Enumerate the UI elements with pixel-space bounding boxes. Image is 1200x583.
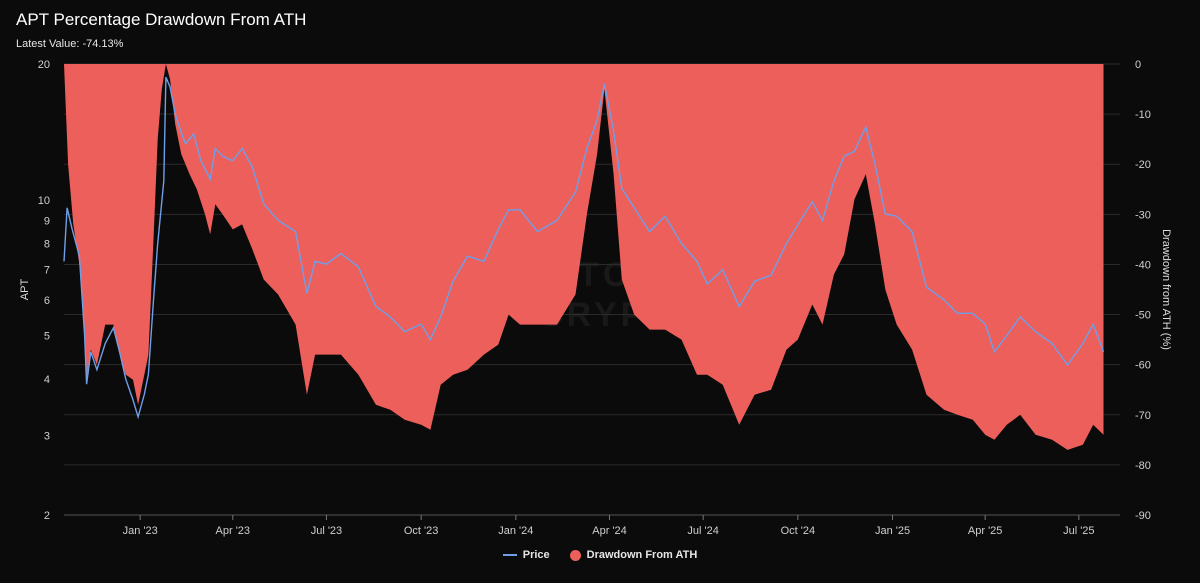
y2-tick-label: -70 (1135, 410, 1151, 422)
axes: Jan '23 Apr '23 Jul '23 Oct '23 Jan '24 Apr '… (19, 59, 1172, 537)
price-line (63, 76, 1105, 420)
y-tick-label: 10 (38, 195, 50, 207)
x-tick-label: Jul '23 (311, 525, 342, 537)
y2-tick-label: -80 (1135, 460, 1151, 472)
y2-tick-label: -10 (1135, 109, 1151, 121)
legend-label-drawdown: Drawdown From ATH (586, 549, 698, 561)
y-tick-label: 2 (44, 510, 50, 522)
legend-item-price[interactable]: Price (502, 549, 550, 561)
legend: Price Drawdown From ATH (0, 549, 1200, 561)
y-axis-title: APT (19, 279, 31, 301)
y2-tick-label: -60 (1135, 360, 1151, 372)
x-tick-label: Oct '24 (781, 525, 816, 537)
y2-tick-label: -90 (1135, 510, 1151, 522)
y-tick-label: 6 (44, 295, 50, 307)
y2-tick-label: -20 (1135, 159, 1151, 171)
y-tick-label: 3 (44, 431, 50, 443)
x-tick-label: Jul '25 (1063, 525, 1094, 537)
drawdown-swatch (569, 549, 581, 561)
y-tick-label: 4 (44, 374, 50, 386)
y-tick-label: 8 (44, 238, 50, 250)
y2-tick-label: -50 (1135, 310, 1151, 322)
x-tick-label: Apr '25 (968, 525, 1003, 537)
y-tick-label: 9 (44, 215, 50, 227)
legend-label-price: Price (522, 549, 550, 561)
y2-tick-label: -40 (1135, 259, 1151, 271)
y-tick-label: 20 (38, 59, 50, 71)
x-tick-label: Jan '24 (498, 525, 533, 537)
x-tick-label: Apr '24 (592, 525, 627, 537)
y2-tick-label: 0 (1135, 59, 1141, 71)
x-tick-label: Jan '23 (123, 525, 158, 537)
price-swatch (502, 554, 517, 556)
latest-value-label: Latest Value: -74.13% (16, 38, 124, 50)
chart-title: APT Percentage Drawdown From ATH (16, 10, 307, 29)
y-tick-label: 5 (44, 331, 50, 343)
legend-item-drawdown[interactable]: Drawdown From ATH (569, 549, 698, 561)
x-tick-label: Oct '23 (404, 525, 439, 537)
y2-tick-label: -30 (1135, 209, 1151, 221)
y2-axis-title: Drawdown from ATH (%) (1160, 229, 1172, 350)
y-tick-label: 7 (44, 265, 50, 277)
x-tick-label: Apr '23 (216, 525, 251, 537)
x-tick-label: Jan '25 (875, 525, 910, 537)
x-tick-label: Jul '24 (687, 525, 718, 537)
drawdown-area (64, 64, 1104, 450)
